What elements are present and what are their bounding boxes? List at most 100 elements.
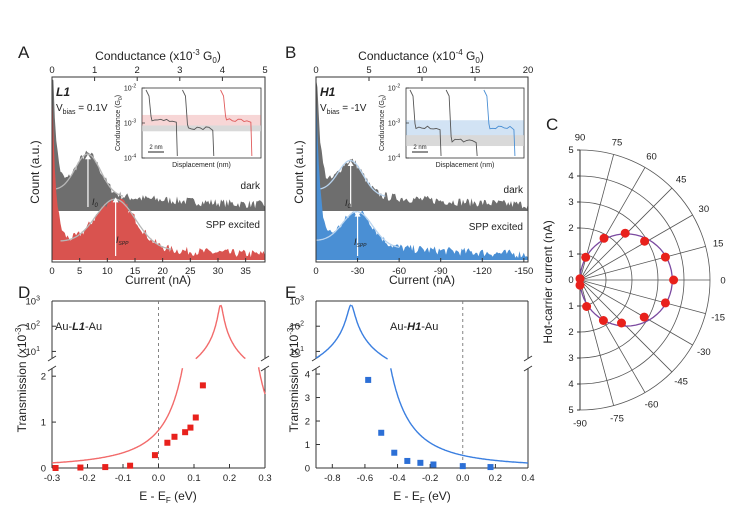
transmission-data-point (187, 424, 194, 431)
polar-angle-label: 0 (720, 276, 725, 287)
y-log-tick-base: 10 (26, 347, 37, 358)
inset-y-label-end: ) (379, 95, 386, 97)
axis-break-mark (260, 355, 270, 362)
panel-b-dark-label: dark (504, 185, 524, 196)
inset-trace (145, 89, 178, 157)
x-tick-label: 0.3 (258, 473, 271, 484)
y-log-tick-label: 102 (290, 321, 305, 333)
panel-b-spp-label: SPP excited (469, 222, 523, 233)
panel-a-molecule-label: L1 (56, 85, 70, 99)
panel-a-i0-label: I0 (92, 197, 99, 209)
inset-trace (483, 89, 516, 157)
polar-r-tick-label: 2 (568, 327, 573, 338)
transmission-data-point (391, 449, 398, 456)
inset-color-band (406, 120, 524, 136)
panel-a-x-axis-label: Current (nA) (125, 273, 191, 287)
axis-break-mark (47, 365, 57, 372)
polar-r-tick-label: 1 (568, 249, 573, 260)
inset-y-tick-label: 10-3 (388, 119, 400, 128)
dark-histogram (316, 79, 528, 211)
polar-angle-label: 90 (575, 133, 586, 144)
inset-y-tick-exp: -3 (396, 119, 401, 125)
x-tick-label: -0.4 (389, 473, 405, 484)
inset-x-axis-label: Displacement (nm) (436, 162, 495, 169)
inset-scale-label: 2 nm (149, 145, 162, 151)
panel-a-bias-label: Vbias = 0.1V (56, 103, 108, 116)
x-tick-label: -0.1 (115, 473, 131, 484)
spp-peak-fit (315, 211, 400, 249)
polar-r-tick-label: 5 (568, 405, 573, 416)
axis-break-mark (523, 365, 533, 372)
y-log-tick-exp: 2 (36, 321, 40, 328)
inset-y-label-sub: 0 (118, 97, 124, 100)
x-tick-label: 0.2 (223, 473, 236, 484)
inset-y-tick-label: 10-4 (124, 154, 136, 163)
x-tick-label: 20 (157, 266, 168, 277)
y-tick-label: 1 (305, 440, 310, 451)
polar-data-point (660, 298, 670, 308)
polar-r-tick-label: 3 (568, 353, 573, 364)
inset-y-tick-exp: -4 (396, 154, 401, 160)
x-tick-label: 0.0 (456, 473, 469, 484)
inset-y-axis-label: Conductance (G0) (115, 95, 124, 151)
peak-arrow-head (354, 211, 361, 217)
polar-angle-label: -45 (674, 377, 688, 388)
panel-label-c: C (546, 115, 558, 134)
polar-data-point (620, 228, 630, 238)
x-tick-label: -0.3 (44, 473, 60, 484)
x-tick-label: 0 (313, 266, 318, 277)
transmission-data-point (459, 463, 466, 470)
panel-e-y-axis-label: Transmission (x10-3) (286, 324, 301, 433)
polar-r-tick-label: 5 (568, 145, 573, 156)
peak-arrow-head (84, 154, 91, 160)
dark-histogram (52, 79, 265, 211)
panel-a-histograms (52, 79, 265, 260)
x-tick-label: -150 (514, 266, 533, 277)
inset-y-tick-exp: -2 (132, 84, 137, 90)
axis-break-mark (260, 365, 270, 372)
panel-b-molecule-label: H1 (320, 85, 336, 99)
panel-label-b: B (285, 43, 296, 62)
inset-trace (409, 89, 442, 157)
panel-a-frame (51, 76, 266, 263)
panel-a-spp-label: SPP excited (206, 220, 260, 231)
transmission-curve-lower-left (51, 368, 184, 464)
panel-b-top-axis-title: Conductance (x10-4 G0) (358, 48, 484, 65)
polar-angle-label: -15 (711, 313, 725, 324)
y-log-tick-exp: 2 (300, 321, 304, 328)
x-tick-label: 15 (130, 266, 141, 277)
y-log-tick-base: 10 (26, 297, 37, 308)
panel-e: E -0.8 -0.6 -0.4 -0.2 0.0 0.2 0.40123410110210… (285, 283, 535, 505)
panel-b-bias-label: Vbias = -1V (320, 103, 367, 116)
inset-y-tick-label: 10-2 (124, 84, 136, 93)
inset-y-label-sub: 0 (382, 97, 388, 100)
polar-angle-label: -90 (573, 419, 587, 430)
top-tick-label: 10 (417, 65, 428, 76)
y-tick-label: 1 (41, 418, 46, 429)
polar-grid-spoke (579, 167, 646, 281)
y-log-tick-exp: 1 (36, 346, 40, 353)
panel-b-x-axis-label: Current (nA) (389, 273, 455, 287)
inset-y-tick-exp: -4 (132, 154, 137, 160)
polar-angle-label: -30 (697, 347, 711, 358)
polar-data-point (669, 275, 679, 285)
polar-r-tick-label: 4 (568, 379, 573, 390)
y-log-tick-base: 10 (290, 347, 301, 358)
y-log-tick-exp: 3 (300, 296, 304, 303)
y-log-tick-base: 10 (290, 297, 301, 308)
top-tick-label: 5 (366, 65, 371, 76)
peak-arrow-head (112, 197, 119, 203)
x-tick-label: 0 (49, 266, 54, 277)
dark-peak-fit (315, 159, 386, 197)
x-tick-label: 0.2 (489, 473, 502, 484)
x-tick-label: 25 (185, 266, 196, 277)
inset-y-tick-base: 10 (124, 86, 132, 93)
panel-a-dark-label: dark (241, 181, 261, 192)
top-tick-label: 0 (313, 65, 318, 76)
x-tick-label: -0.2 (422, 473, 438, 484)
inset-trace (182, 89, 215, 157)
transmission-data-point (164, 439, 171, 446)
